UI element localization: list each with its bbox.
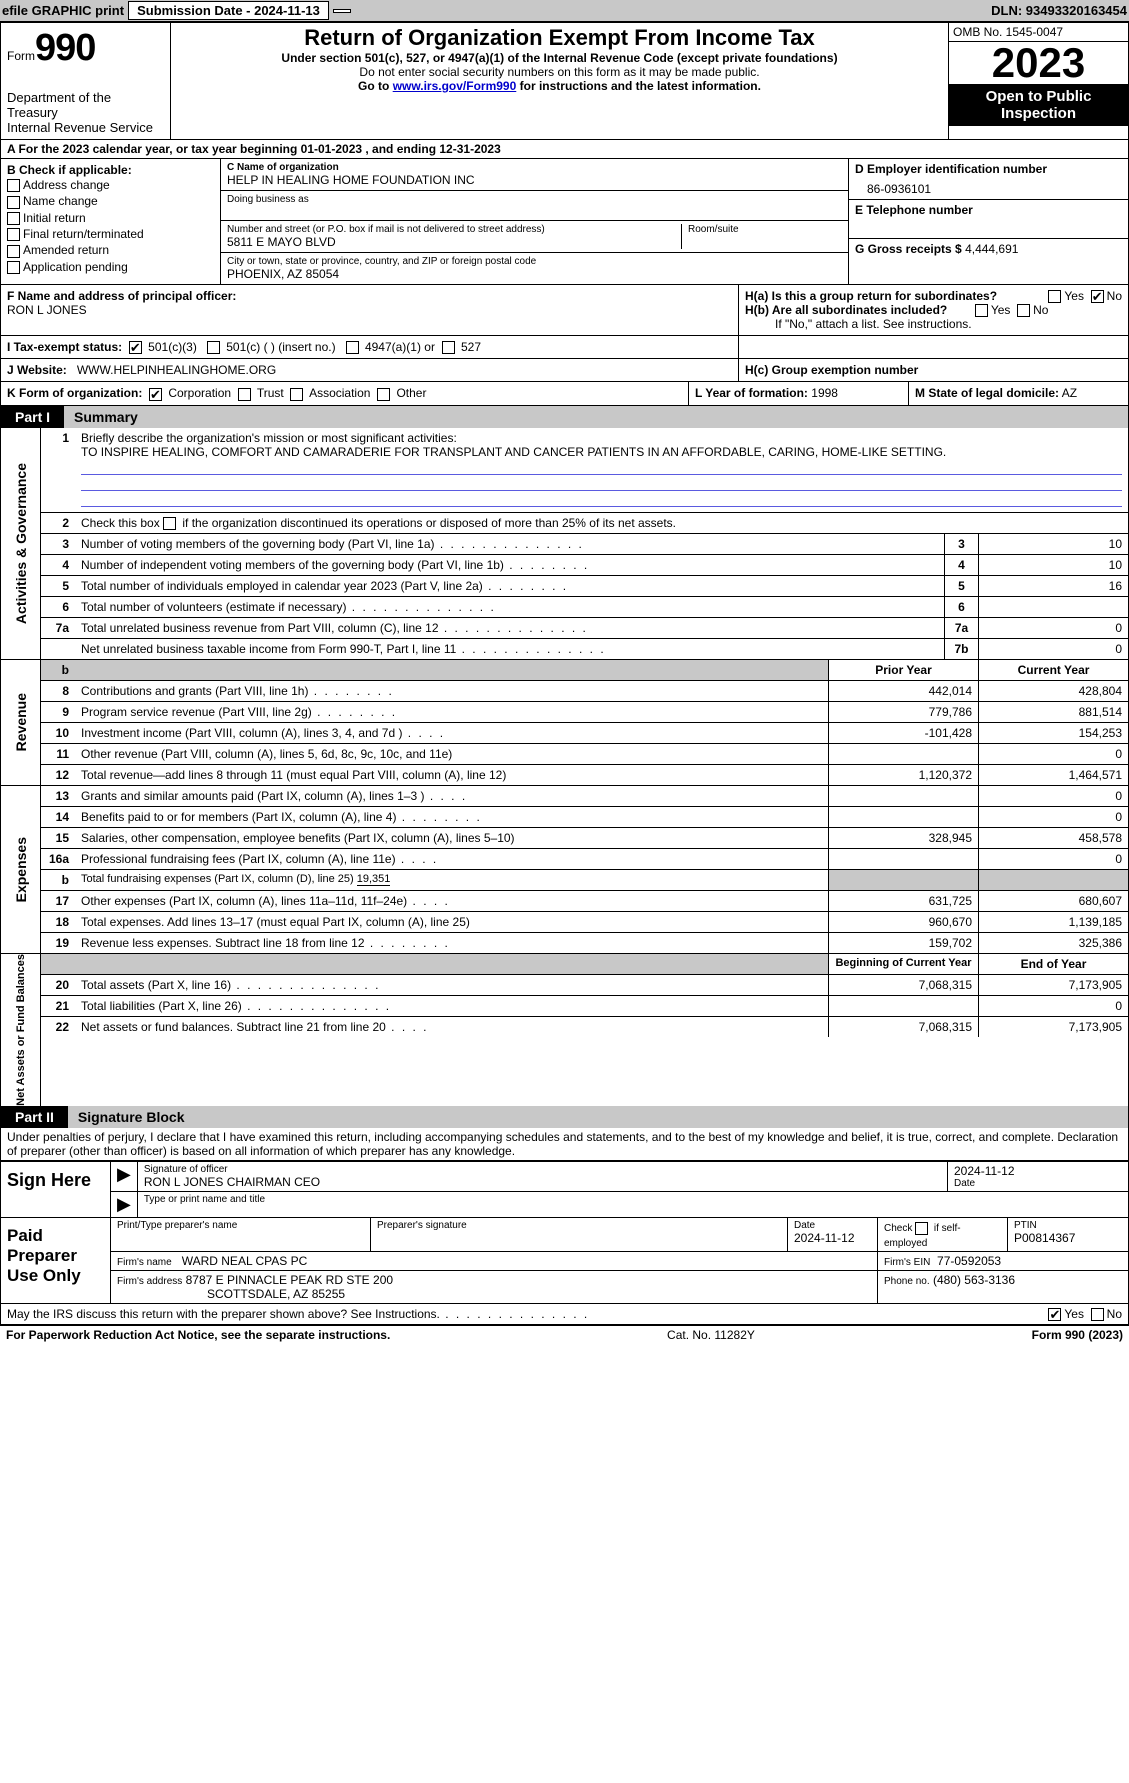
cb-amended-return[interactable]: Amended return (7, 242, 214, 258)
ha-row: H(a) Is this a group return for subordin… (745, 289, 1122, 303)
dba-label: Doing business as (227, 194, 842, 205)
cb-name-change[interactable]: Name change (7, 193, 214, 209)
sign-here-label: Sign Here (1, 1162, 111, 1217)
form-number: 990 (35, 27, 95, 70)
box-c: C Name of organization HELP IN HEALING H… (221, 159, 848, 284)
city-value: PHOENIX, AZ 85054 (227, 267, 842, 281)
city-label: City or town, state or province, country… (227, 256, 842, 267)
tax-year: 2023 (949, 42, 1128, 84)
room-label: Room/suite (688, 224, 842, 235)
cb-application-pending[interactable]: Application pending (7, 259, 214, 275)
p1-expenses: Expenses 13Grants and similar amounts pa… (1, 786, 1128, 954)
dept-label: Department of the Treasury Internal Reve… (7, 90, 164, 135)
submission-date: Submission Date - 2024-11-13 (128, 1, 329, 20)
top-toolbar: efile GRAPHIC print Submission Date - 20… (0, 0, 1129, 22)
org-name: HELP IN HEALING HOME FOUNDATION INC (227, 173, 842, 187)
form-label: Form (7, 49, 35, 63)
p1-netassets: Net Assets or Fund Balances Beginning of… (1, 954, 1128, 1106)
signature-block: Sign Here ▶ Signature of officerRON L JO… (1, 1160, 1128, 1325)
header-row: Form 990 Department of the Treasury Inte… (1, 23, 1128, 140)
box-b: B Check if applicable: Address change Na… (1, 159, 221, 284)
l1-label: Briefly describe the organization's miss… (81, 431, 1122, 445)
subtitle-3: Go to www.irs.gov/Form990 for instructio… (175, 79, 944, 93)
org-name-label: C Name of organization (227, 162, 842, 173)
header-center: Return of Organization Exempt From Incom… (171, 23, 948, 139)
part2-header: Part II Signature Block (1, 1106, 1128, 1128)
discuss-row: May the IRS discuss this return with the… (1, 1304, 1128, 1325)
row-j: J Website: WWW.HELPINHEALINGHOME.ORG H(c… (1, 359, 1128, 382)
section-bc: B Check if applicable: Address change Na… (1, 159, 1128, 285)
blank-btn (333, 9, 351, 13)
arrow-icon: ▶ (111, 1162, 138, 1191)
cb-address-change[interactable]: Address change (7, 177, 214, 193)
box-de: D Employer identification number 86-0936… (848, 159, 1128, 284)
subtitle-2: Do not enter social security numbers on … (175, 65, 944, 79)
arrow-icon: ▶ (111, 1192, 138, 1217)
street-label: Number and street (or P.O. box if mail i… (227, 224, 675, 235)
part1-header: Part I Summary (1, 406, 1128, 428)
l2: Check this box if the organization disco… (75, 513, 1128, 533)
cb-final-return[interactable]: Final return/terminated (7, 226, 214, 242)
cb-initial-return[interactable]: Initial return (7, 210, 214, 226)
gross-value: 4,444,691 (965, 242, 1018, 256)
hb-row: H(b) Are all subordinates included? Yes … (745, 303, 1122, 317)
l1-text: TO INSPIRE HEALING, COMFORT AND CAMARADE… (81, 445, 1122, 459)
box-b-label: B Check if applicable: (7, 163, 214, 177)
paid-preparer-label: Paid Preparer Use Only (1, 1218, 111, 1303)
efile-label: efile GRAPHIC print (2, 3, 124, 18)
gross-label: G Gross receipts $ (855, 242, 962, 256)
officer-name: RON L JONES (7, 303, 732, 317)
form-container: Form 990 Department of the Treasury Inte… (0, 22, 1129, 1326)
irs-link[interactable]: www.irs.gov/Form990 (393, 79, 517, 93)
row-fh: F Name and address of principal officer:… (1, 285, 1128, 336)
website-value: WWW.HELPINHEALINGHOME.ORG (77, 363, 276, 377)
form-title: Return of Organization Exempt From Incom… (175, 25, 944, 51)
hb-note: If "No," attach a list. See instructions… (745, 317, 1122, 331)
p1-activities: Activities & Governance 1 Briefly descri… (1, 428, 1128, 660)
p1-revenue: Revenue b Prior Year Current Year 8Contr… (1, 660, 1128, 786)
row-i: I Tax-exempt status: 501(c)(3) 501(c) ( … (1, 336, 1128, 359)
subtitle-1: Under section 501(c), 527, or 4947(a)(1)… (175, 51, 944, 65)
ein-value: 86-0936101 (855, 176, 1122, 196)
row-a-period: A For the 2023 calendar year, or tax yea… (1, 140, 1128, 159)
header-left: Form 990 Department of the Treasury Inte… (1, 23, 171, 139)
open-public-badge: Open to Public Inspection (949, 84, 1128, 126)
declaration: Under penalties of perjury, I declare th… (1, 1128, 1128, 1160)
dln-label: DLN: 93493320163454 (991, 3, 1127, 18)
officer-label: F Name and address of principal officer: (7, 289, 732, 303)
page-footer: For Paperwork Reduction Act Notice, see … (0, 1326, 1129, 1344)
ein-label: D Employer identification number (855, 162, 1122, 176)
row-klm: K Form of organization: Corporation Trus… (1, 382, 1128, 405)
phone-label: E Telephone number (855, 203, 1122, 217)
street-value: 5811 E MAYO BLVD (227, 235, 675, 249)
header-right: OMB No. 1545-0047 2023 Open to Public In… (948, 23, 1128, 139)
